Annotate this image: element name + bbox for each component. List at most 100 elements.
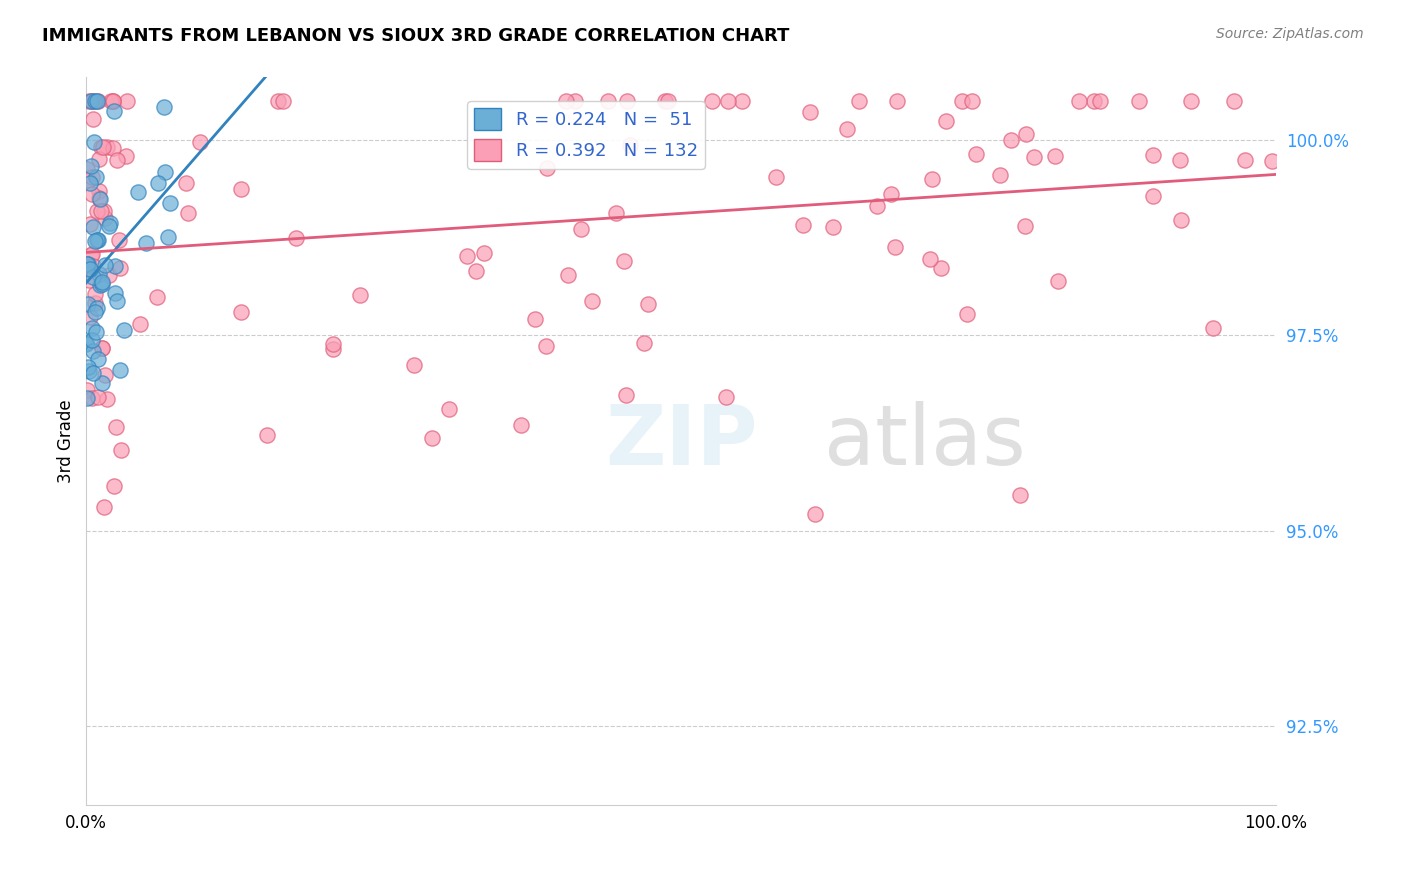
Point [654,94,676,108]
Point [94,211,117,225]
Point [960,94,983,108]
Point [101,94,124,108]
Point [87,152,110,166]
Point [821,220,844,235]
Point [82,219,104,234]
Point [524,312,547,326]
Point [1024,150,1046,164]
Point [792,219,814,233]
Point [93,204,115,219]
Point [87,94,110,108]
Point [174,176,197,190]
Point [616,94,638,108]
Point [77,296,100,310]
Point [581,294,603,309]
Point [82,343,104,358]
Point [105,420,128,434]
Point [437,402,460,417]
Point [89,278,111,293]
Point [80,94,103,108]
Point [79,261,101,276]
Point [702,94,724,108]
Point [84,169,107,184]
Point [322,337,344,351]
Point [87,234,110,248]
Point [79,94,101,108]
Point [1168,153,1191,167]
Point [612,253,634,268]
Point [77,263,100,277]
Point [557,268,579,283]
Point [156,230,179,244]
Point [145,290,167,304]
Point [127,185,149,199]
Point [80,187,103,202]
Point [84,326,107,340]
Point [146,177,169,191]
Point [231,305,253,319]
Point [716,390,738,404]
Point [77,257,100,271]
Point [98,215,121,229]
Point [1014,219,1036,233]
Point [84,287,107,301]
Point [128,318,150,332]
Point [1090,94,1112,108]
Point [153,164,176,178]
Point [107,153,129,168]
Point [86,301,108,316]
Point [80,170,103,185]
Point [1180,94,1202,108]
Point [1202,320,1225,334]
Point [82,112,104,127]
Point [89,192,111,206]
Point [349,288,371,302]
Point [1083,94,1105,108]
Point [884,240,907,254]
Point [83,296,105,310]
Point [80,333,103,347]
Point [91,376,114,391]
Point [79,273,101,287]
Point [108,261,131,276]
Point [90,139,112,153]
Point [87,352,110,367]
Point [135,236,157,251]
Point [76,173,98,187]
Point [880,186,903,201]
Point [79,310,101,325]
Y-axis label: 3rd Grade: 3rd Grade [58,400,75,483]
Point [96,392,118,407]
Point [79,176,101,190]
Text: IMMIGRANTS FROM LEBANON VS SIOUX 3RD GRADE CORRELATION CHART: IMMIGRANTS FROM LEBANON VS SIOUX 3RD GRA… [42,27,790,45]
Point [97,268,120,282]
Point [80,321,103,335]
Point [176,205,198,219]
Point [554,94,576,108]
Point [564,94,586,108]
Point [605,206,627,220]
Point [1000,133,1022,147]
Point [84,305,107,319]
Point [87,191,110,205]
Point [80,391,103,405]
Point [110,442,132,457]
Point [717,94,740,108]
Point [80,159,103,173]
Point [929,261,952,276]
Point [153,100,176,114]
Point [91,341,114,355]
Point [284,231,307,245]
Point [935,113,957,128]
Point [848,94,870,108]
Point [86,94,108,108]
Point [886,94,908,108]
Point [75,337,97,351]
Point [965,146,987,161]
Point [76,336,98,351]
Point [82,260,104,274]
Text: atlas: atlas [824,401,1026,482]
Point [84,234,107,248]
Point [89,185,111,199]
Point [571,222,593,236]
